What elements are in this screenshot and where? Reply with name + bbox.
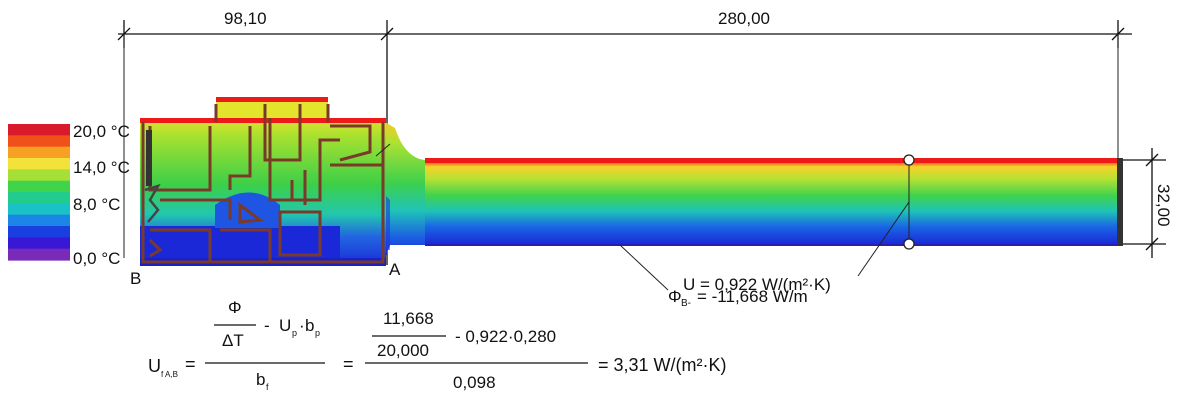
- legend-color-step: [8, 169, 70, 182]
- bf-symbol: b: [256, 370, 265, 389]
- frac1-minus: -: [264, 316, 270, 335]
- bp-subscript: p: [315, 328, 320, 338]
- frac2-denominator: 20,000: [377, 341, 429, 360]
- legend-color-step: [8, 135, 70, 148]
- up-subscript: p: [292, 328, 297, 338]
- frame-width-label: 98,10: [224, 9, 267, 28]
- lower-marker-circle: [903, 238, 915, 250]
- insulation-panel: [425, 158, 1123, 246]
- point-b-label: B: [130, 269, 141, 288]
- temperature-legend-bar: [8, 124, 70, 261]
- u-value-annotation: U = 0,922 W/(m²·K): [683, 275, 831, 294]
- heat-flow-annotation: Φ B- = -11,668 W/m: [668, 287, 808, 309]
- legend-labels: 20,0 °C 14,0 °C 8,0 °C 0,0 °C: [73, 122, 130, 268]
- phi-subscript: B-: [681, 298, 691, 309]
- formula-lhs-symbol: U: [148, 356, 161, 376]
- formula-equals-1: =: [185, 354, 196, 374]
- up-symbol: U: [279, 316, 291, 335]
- u-value-formula: U f A,B = Φ ΔT - U p · b p b f = 11,668 …: [148, 298, 727, 392]
- legend-color-step: [8, 226, 70, 238]
- bf-subscript: f: [266, 382, 269, 392]
- up-dot: ·: [299, 316, 305, 335]
- formula-lhs-subscript: f A,B: [161, 370, 178, 379]
- point-a-label: A: [389, 260, 401, 279]
- legend-color-step: [8, 237, 70, 250]
- legend-color-step: [8, 158, 70, 170]
- measurement-markers: [619, 154, 915, 291]
- window-frame-section: [140, 97, 386, 266]
- minus-term: - 0,922·0,280: [455, 327, 556, 346]
- formula-result: = 3,31 W/(m²·K): [598, 355, 727, 375]
- phi-symbol: Φ: [668, 287, 682, 306]
- legend-color-step: [8, 124, 70, 136]
- formula-denominator: 0,098: [453, 373, 496, 392]
- legend-label-20: 20,0 °C: [73, 122, 130, 141]
- right-dimension-line: [1122, 148, 1166, 258]
- legend-color-step: [8, 146, 70, 159]
- frac1-delta-t: ΔT: [222, 331, 244, 350]
- bp-symbol: b: [305, 316, 314, 335]
- formula-equals-2: =: [343, 354, 354, 374]
- legend-color-step: [8, 180, 70, 193]
- legend-label-14: 14,0 °C: [73, 158, 130, 177]
- panel-width-label: 280,00: [718, 9, 770, 28]
- legend-color-step: [8, 248, 70, 261]
- legend-color-step: [8, 214, 70, 227]
- frac2-numerator: 11,668: [383, 309, 434, 328]
- phi-value: = -11,668 W/m: [697, 287, 808, 306]
- legend-color-step: [8, 203, 70, 216]
- legend-label-0: 0,0 °C: [73, 249, 120, 268]
- panel-thickness-label: 32,00: [1154, 184, 1173, 227]
- upper-marker-circle: [903, 154, 915, 166]
- legend-color-step: [8, 192, 70, 204]
- frac1-phi: Φ: [228, 298, 242, 317]
- legend-label-8: 8,0 °C: [73, 195, 120, 214]
